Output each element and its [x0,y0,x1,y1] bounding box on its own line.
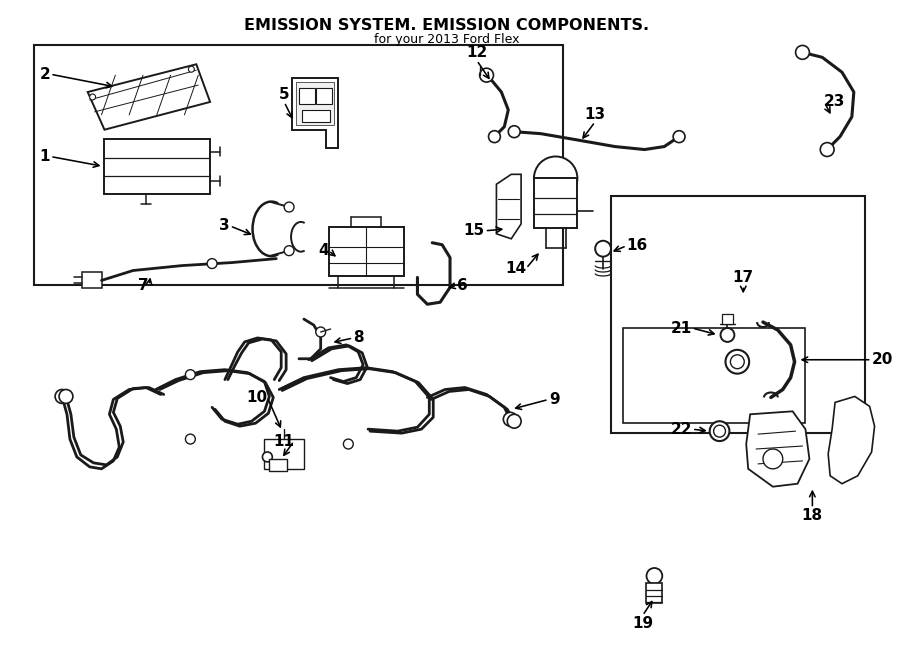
Circle shape [263,452,273,462]
Circle shape [489,130,500,142]
Text: 15: 15 [464,223,484,238]
Bar [302,110,329,122]
Polygon shape [746,411,809,487]
Circle shape [284,202,294,212]
Bar [34,46,562,285]
Circle shape [207,259,217,269]
Circle shape [480,68,493,82]
Text: 4: 4 [318,243,328,258]
Text: 3: 3 [220,218,230,234]
Bar [611,197,865,433]
Text: 10: 10 [247,390,267,405]
Polygon shape [534,178,578,228]
Circle shape [55,389,69,403]
Text: 8: 8 [354,330,364,346]
Bar [265,439,304,469]
Polygon shape [82,273,102,289]
Polygon shape [828,397,875,484]
Circle shape [796,46,809,60]
Polygon shape [104,138,210,194]
Polygon shape [296,82,334,124]
Bar [722,314,734,324]
Text: EMISSION SYSTEM. EMISSION COMPONENTS.: EMISSION SYSTEM. EMISSION COMPONENTS. [245,18,650,32]
Polygon shape [87,64,210,130]
Circle shape [763,449,783,469]
Circle shape [188,66,194,72]
Circle shape [595,241,611,257]
Circle shape [673,130,685,142]
Circle shape [721,328,734,342]
Circle shape [503,412,517,426]
Circle shape [284,246,294,256]
Text: 20: 20 [871,352,893,367]
Bar [299,88,315,104]
Circle shape [90,94,95,100]
Text: 5: 5 [279,87,290,102]
Text: 19: 19 [632,616,653,631]
Circle shape [316,327,326,337]
Polygon shape [328,227,403,277]
Circle shape [508,126,520,138]
Text: 9: 9 [549,392,560,407]
Text: 7: 7 [139,278,148,293]
Circle shape [534,156,578,200]
Text: 11: 11 [273,434,294,449]
Circle shape [714,425,725,437]
Text: 2: 2 [40,67,50,81]
Text: 14: 14 [505,261,526,276]
Text: 1: 1 [40,149,50,164]
Text: 17: 17 [733,270,754,285]
Text: 22: 22 [670,422,692,437]
Polygon shape [292,78,338,148]
Text: 12: 12 [466,45,487,60]
Text: 16: 16 [626,238,648,254]
Circle shape [185,434,195,444]
Text: for your 2013 Ford Flex: for your 2013 Ford Flex [374,32,520,46]
Text: 6: 6 [457,278,468,293]
Circle shape [646,568,662,584]
Circle shape [59,389,73,403]
Bar [269,459,287,471]
Circle shape [508,414,521,428]
Circle shape [185,369,195,379]
Polygon shape [497,174,521,239]
Text: 18: 18 [802,508,823,524]
Circle shape [731,355,744,369]
Bar [316,88,331,104]
Circle shape [710,421,729,441]
Text: 13: 13 [585,107,606,122]
Bar [623,328,806,423]
Text: 23: 23 [824,95,846,109]
Circle shape [725,350,749,373]
Circle shape [820,142,834,156]
Bar [646,583,662,602]
Circle shape [344,439,354,449]
Text: 21: 21 [670,320,692,336]
